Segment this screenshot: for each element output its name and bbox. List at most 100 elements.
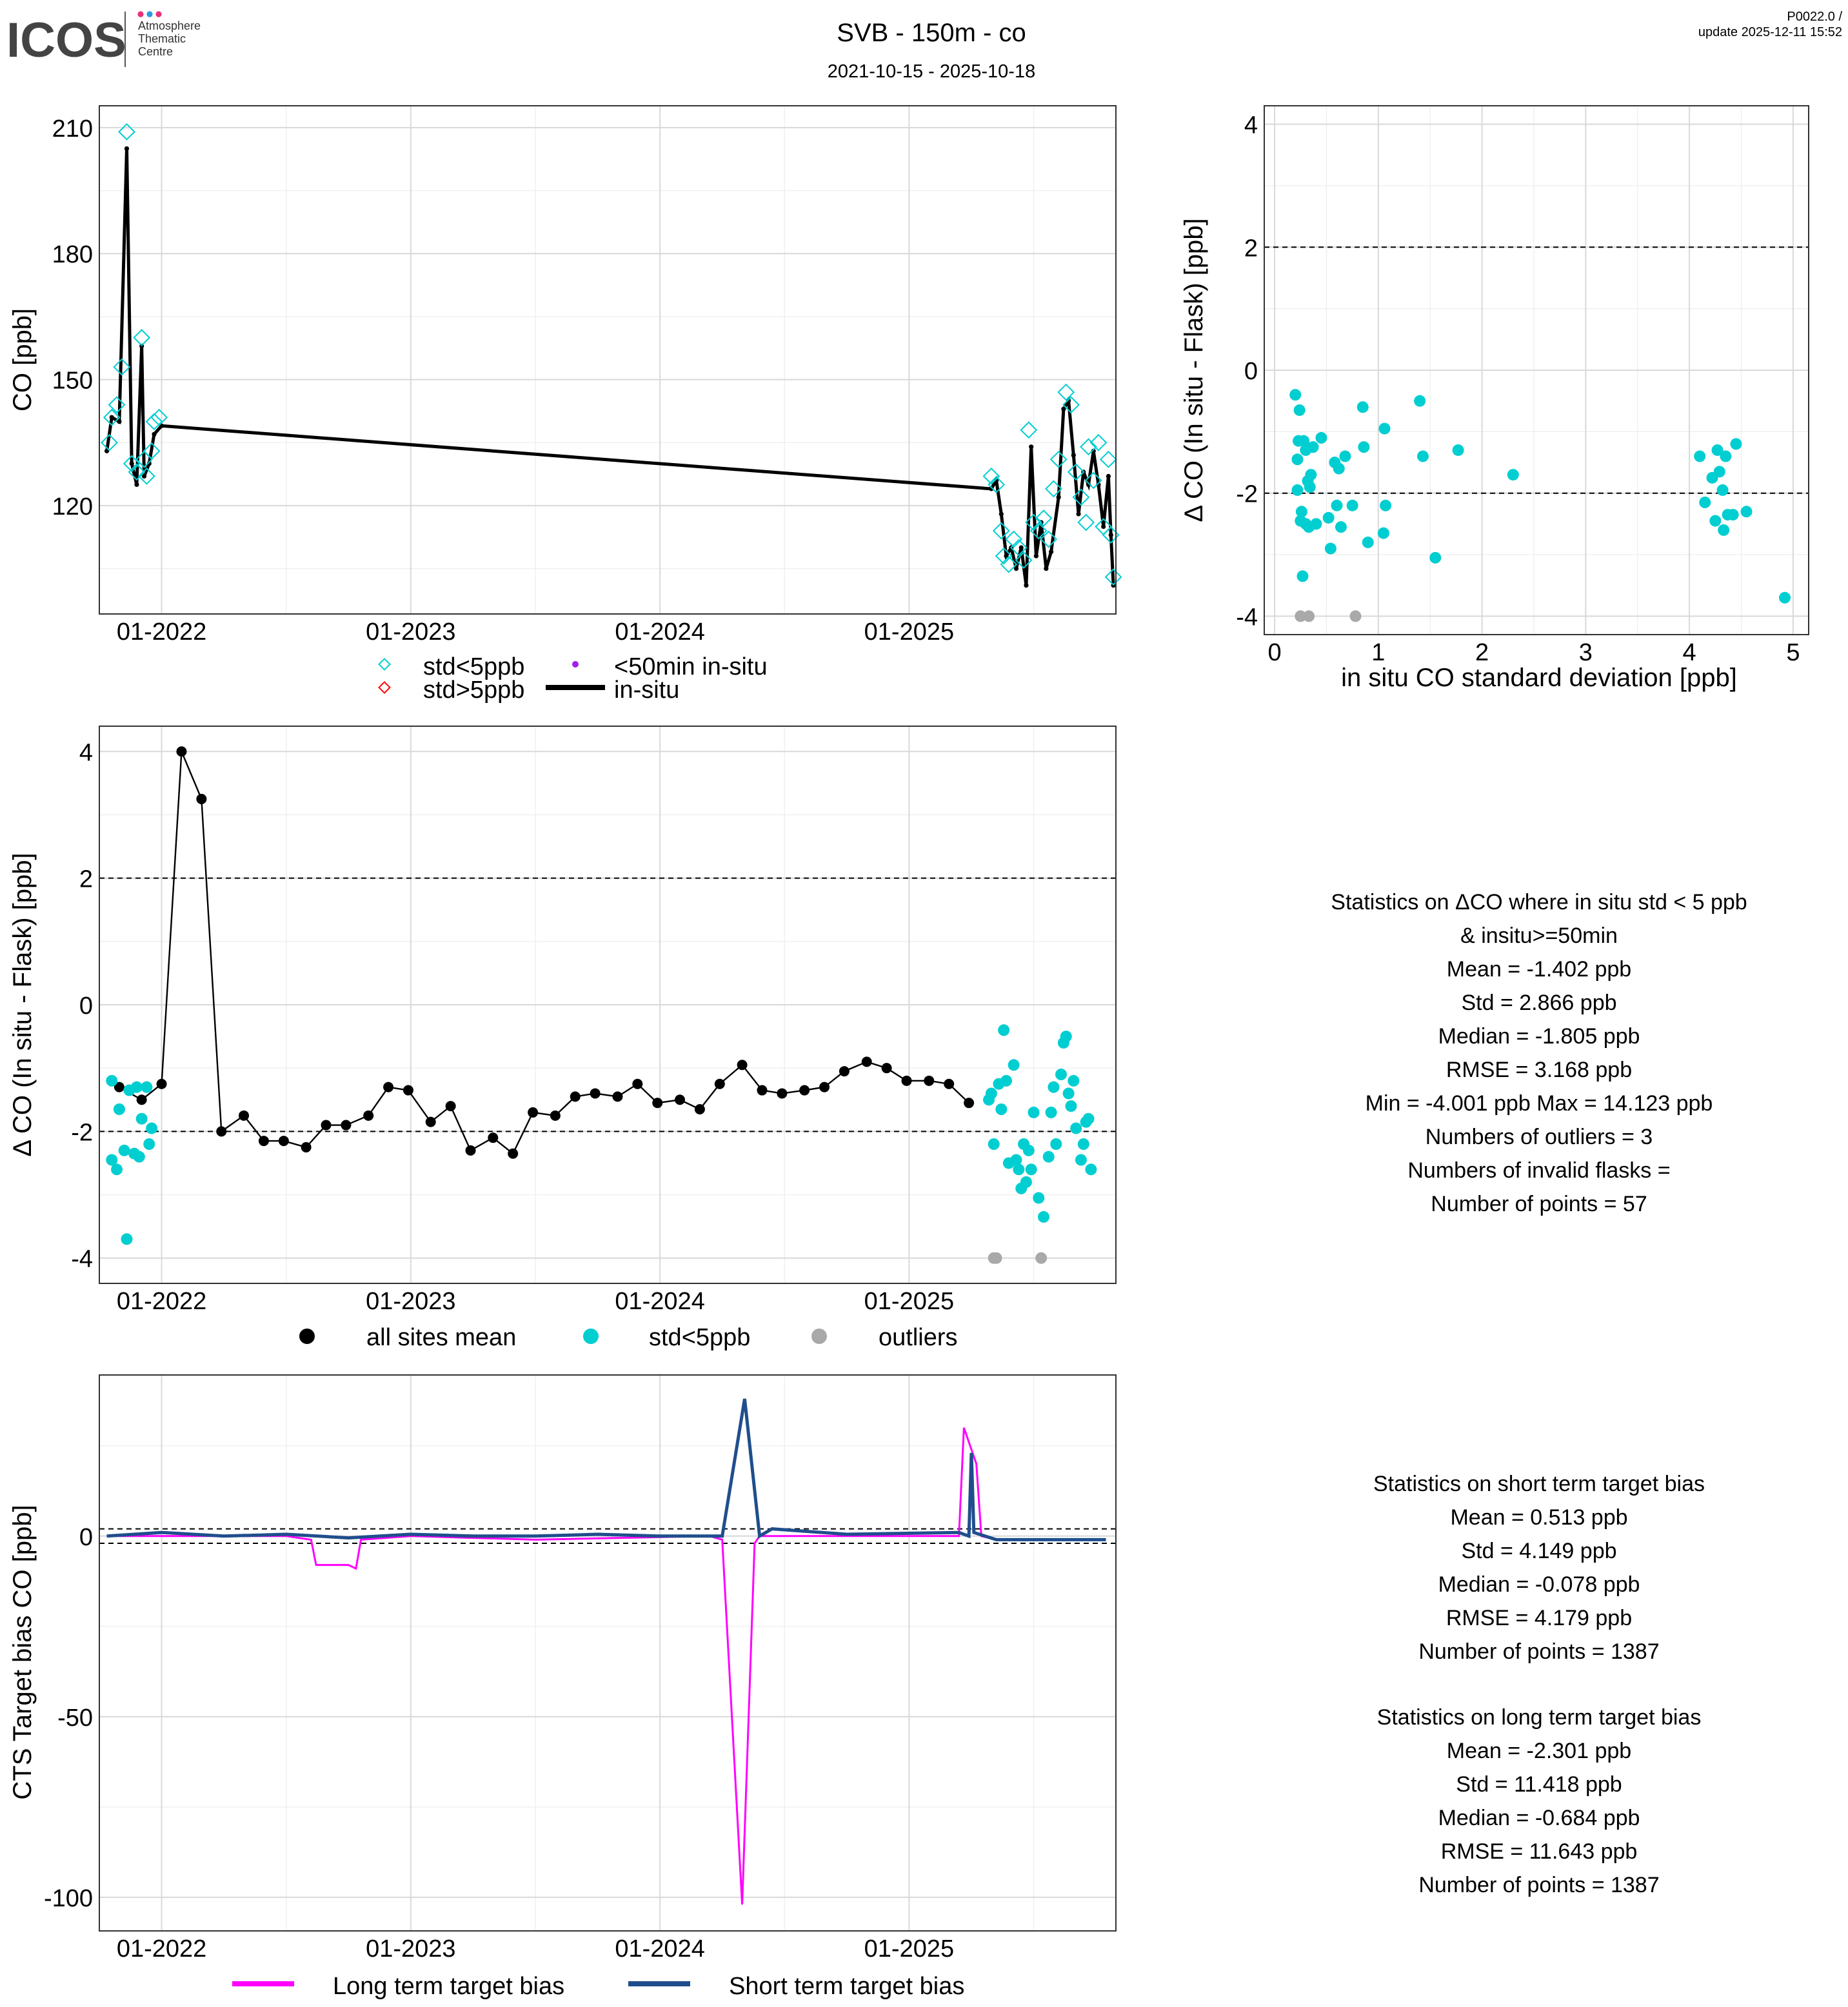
std-lt5-point: [1720, 450, 1732, 462]
x-tick-label: 1: [1371, 639, 1385, 666]
stats-long-line: RMSE = 11.643 ppb: [1441, 1839, 1638, 1864]
std-lt5-point: [1298, 435, 1310, 447]
std-lt5-point: [1055, 1069, 1068, 1080]
std-lt5-point: [1358, 441, 1370, 453]
all-sites-mean-point: [612, 1091, 623, 1102]
stats-delta-line: Number of points = 57: [1431, 1192, 1647, 1216]
std-lt5-point: [1022, 1144, 1035, 1156]
target-bias-chart: 01-2022 01-2023 01-2024 01-2025 0 -50 -100: [44, 1374, 1117, 1963]
plot-frame: [99, 726, 1117, 1284]
flask-std-lt5-marker: [1000, 555, 1018, 573]
flask-std-lt5-marker: [143, 442, 161, 460]
p1-ylabel: CO [ppb]: [8, 308, 37, 411]
all-sites-mean-point: [550, 1110, 561, 1121]
flask-std-lt5-marker: [113, 358, 131, 376]
x-tick-label: 01-2025: [864, 618, 954, 646]
std-lt5-point: [135, 1112, 148, 1125]
std-lt5-point: [1291, 453, 1304, 466]
all-sites-mean-point: [694, 1104, 705, 1114]
y-tick-label: -2: [71, 1119, 93, 1146]
std-lt5-point: [1050, 1138, 1062, 1150]
std-lt5-point: [1291, 484, 1304, 496]
legend-short-term: Short term target bias: [729, 1973, 964, 2000]
flask-std-lt5-marker: [1009, 539, 1028, 557]
all-sites-mean-point: [924, 1075, 935, 1086]
flask-std-lt5-marker: [145, 413, 163, 431]
flask-std-lt5-marker: [988, 476, 1006, 493]
logo-sub-1: Atmosphere: [138, 19, 201, 32]
flask-std-lt5-marker: [1025, 513, 1042, 531]
std-lt5-point: [1429, 551, 1442, 564]
delta-vs-std-scatter: 0 1 2 3 4 5 4 2 0 -2 -4: [1236, 105, 1809, 666]
flask-std-lt5-marker: [1104, 568, 1122, 586]
std-lt5-point: [1010, 1154, 1022, 1166]
flask-std-lt5-marker: [1029, 522, 1048, 540]
all-sites-mean-point: [425, 1116, 436, 1127]
y-tick-label: 120: [52, 493, 93, 520]
std-lt5-point: [1416, 450, 1429, 462]
std-lt5-point: [1335, 521, 1347, 533]
flask-std-lt5-marker: [133, 329, 151, 346]
p2-xlabel: in situ CO standard deviation [ppb]: [1341, 664, 1737, 692]
flask-std-lt5-marker: [1035, 509, 1053, 527]
in-situ-point: [1076, 511, 1081, 517]
std-lt5-point: [1060, 1031, 1072, 1043]
in-situ-point: [124, 146, 130, 152]
outlier-point: [1295, 610, 1307, 622]
p3-legend: all sites mean std<5ppb outliers: [299, 1324, 958, 1351]
std-lt5-point: [1779, 591, 1791, 604]
y-tick-label: 150: [52, 368, 93, 395]
in-situ-point: [1024, 583, 1029, 588]
std-lt5-point: [106, 1154, 118, 1166]
stats-delta-line: & insitu>=50min: [1460, 924, 1618, 948]
std-lt5-point: [1305, 469, 1317, 481]
in-situ-point: [1013, 566, 1019, 571]
std-lt5-point: [1346, 499, 1358, 511]
all-sites-mean-point: [901, 1075, 912, 1086]
flask-std-lt5-marker: [128, 463, 146, 481]
all-sites-mean-point: [445, 1101, 456, 1112]
x-tick-label: 3: [1579, 639, 1593, 666]
x-tick-label: 01-2025: [864, 1288, 954, 1315]
std-lt5-point: [118, 1144, 130, 1156]
all-sites-mean-point: [861, 1056, 872, 1067]
std-lt5-point: [1380, 499, 1392, 511]
in-situ-point: [134, 482, 139, 488]
std-lt5-point: [1077, 1138, 1089, 1150]
std-lt5-point: [1000, 1074, 1013, 1087]
std-lt5-point: [1304, 481, 1316, 493]
all-sites-mean-point: [652, 1098, 663, 1109]
y-tick-label: -4: [71, 1246, 93, 1273]
std-lt5-point: [143, 1138, 155, 1150]
stats-delta-line: Median = -1.805 ppb: [1438, 1024, 1640, 1049]
all-sites-mean-point: [488, 1132, 499, 1143]
page-title: SVB - 150m - co: [837, 19, 1026, 47]
y-tick-label: 4: [79, 739, 93, 766]
std-lt5-point: [106, 1074, 118, 1087]
plot-area: [99, 106, 1116, 614]
std-lt5-point: [130, 1081, 143, 1093]
stats-long-line: Statistics on long term target bias: [1377, 1705, 1702, 1730]
flask-std-lt5-marker: [1084, 471, 1102, 489]
plot-frame: [1264, 105, 1809, 635]
std-lt5-point: [1075, 1154, 1087, 1166]
stats-delta-line: Std = 2.866 ppb: [1461, 991, 1616, 1015]
all-sites-mean-point: [176, 746, 187, 757]
stats-long-line: Std = 11.418 ppb: [1456, 1772, 1622, 1797]
y-tick-label: -2: [1236, 481, 1258, 508]
flask-std-lt5-marker: [1045, 480, 1062, 498]
x-tick-label: 01-2023: [366, 1288, 455, 1315]
std-lt5-point: [1713, 466, 1725, 478]
all-sites-mean-point: [819, 1082, 830, 1092]
y-tick-label: 0: [1244, 358, 1258, 385]
legend-std-gt5: std>5ppb: [423, 677, 524, 704]
flask-std-lt5-marker: [118, 123, 135, 141]
in-situ-point: [1101, 524, 1106, 529]
outlier-point: [1349, 610, 1362, 622]
plot-frame: [99, 1374, 1117, 1932]
all-sites-mean-point: [321, 1120, 332, 1131]
legend-std-lt5: std<5ppb: [423, 653, 524, 680]
flask-std-lt5-marker: [101, 433, 118, 451]
flask-std-lt5-marker: [103, 408, 121, 426]
